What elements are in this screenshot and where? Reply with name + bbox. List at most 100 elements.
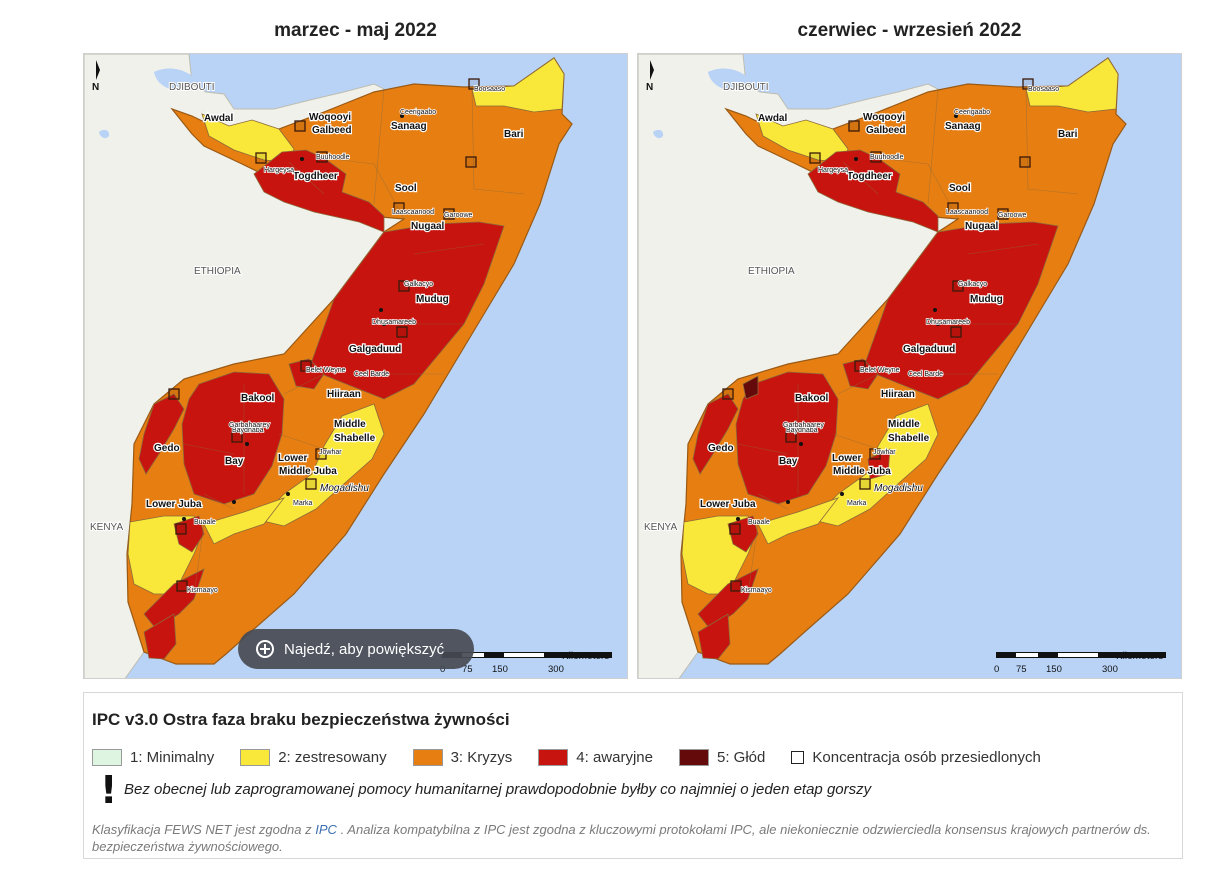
footnote-post: . Analiza kompatybilna z IPC jest zgodna…: [92, 822, 1151, 854]
city-label: Buuhoodle: [316, 154, 350, 161]
idp-square-icon: [175, 523, 187, 535]
city-label: Buuhoodle: [870, 154, 904, 161]
hiiraan-red: [842, 358, 879, 390]
lake: [653, 129, 664, 139]
region-label: Woqooyi: [863, 112, 905, 123]
idp-square-icon: [722, 388, 734, 400]
region-boundary: [203, 493, 235, 510]
city-dot: [286, 492, 290, 496]
region-label: Shabelle: [334, 433, 376, 444]
city-label: Dhusamareeb: [926, 319, 970, 326]
region-label: Nugaal: [965, 221, 999, 232]
scale-bar-segment: [1016, 653, 1038, 657]
idp-square-icon: [315, 448, 327, 460]
region-boundary: [967, 243, 1039, 255]
city-dot: [954, 114, 958, 118]
city-label: Belet Weyne: [306, 367, 346, 374]
idp-square-icon: [952, 280, 964, 292]
somalia-map-left: DJIBOUTI ETHIOPIA KENYA Awdal Woqooyi Galbeed…: [84, 54, 627, 678]
ipc-link[interactable]: IPC: [315, 822, 337, 837]
north-arrow-icon: [96, 60, 100, 80]
idp-square-icon: [300, 360, 312, 372]
region-label: Awdal: [204, 113, 233, 124]
city-label: Ceel Barde: [908, 371, 943, 378]
country-label: DJIBOUTI: [169, 82, 215, 93]
region-label: Lower Juba: [146, 499, 202, 510]
legend-item-idp: Koncentracja osób przesiedlonych: [791, 749, 1041, 766]
city-label: Hargeysa: [264, 167, 294, 174]
region-label: Sanaag: [391, 121, 427, 132]
legend-footnote: Klasyfikacja FEWS NET jest zgodna z IPC …: [92, 821, 1172, 855]
city-label: Jowhar: [319, 449, 342, 456]
city-label: Garoowe: [998, 212, 1027, 219]
region-label: Nugaal: [411, 221, 445, 232]
north-label: N: [646, 82, 653, 93]
region-boundary: [927, 88, 939, 205]
idp-square-icon: [947, 202, 959, 214]
idp-square-icon: [997, 208, 1009, 220]
kismaayo-red: [697, 568, 759, 630]
city-label: Galkacyo: [958, 281, 987, 288]
legend-label-phase-3: 3: Kryzys: [450, 749, 513, 766]
region-label: Sool: [949, 183, 971, 194]
scale-tick: 75: [462, 664, 473, 675]
middle-juba-red: [727, 515, 759, 553]
idp-square-icon: [809, 152, 821, 164]
city-label: Laascaanood: [946, 209, 988, 216]
city-label: Jowhar: [873, 449, 896, 456]
city-dot: [412, 210, 416, 214]
city-label: Buaale: [748, 519, 770, 526]
idp-square-icon: [168, 388, 180, 400]
idp-square-icon: [176, 580, 188, 592]
region-label: Gedo: [154, 443, 180, 454]
region-label: Middle: [334, 419, 366, 430]
city-label: Mogadishu: [874, 483, 923, 494]
region-label: Togdheer: [847, 171, 892, 182]
region-label: Mudug: [970, 294, 1003, 305]
region-label: Bari: [504, 129, 524, 140]
region-boundary: [837, 373, 879, 395]
idp-square-icon: [393, 202, 405, 214]
region-boundary: [413, 243, 485, 255]
region-label: Gedo: [708, 443, 734, 454]
legend-warning: ! Bez obecnej lub zaprogramowanej pomocy…: [100, 771, 871, 809]
scale-tick: 0: [994, 664, 999, 675]
region-label: Woqooyi: [309, 112, 351, 123]
city-dot: [182, 517, 186, 521]
city-label: Boosaaso: [1028, 86, 1059, 93]
juba-river-yellow: [757, 497, 840, 545]
idp-square-icon: [859, 478, 871, 490]
togdheer-red: [807, 149, 939, 233]
idp-square-icon: [465, 156, 477, 168]
region-label: Sool: [395, 183, 417, 194]
legend-item-phase-2: 2: zestresowany: [240, 749, 387, 766]
map-panel-left[interactable]: DJIBOUTI ETHIOPIA KENYA Awdal Woqooyi Galbeed…: [83, 53, 628, 679]
country-label: ETHIOPIA: [194, 266, 241, 277]
region-label: Hiiraan: [881, 389, 915, 400]
city-dot: [245, 442, 249, 446]
middle-juba-red: [173, 515, 205, 553]
region-boundary: [373, 88, 385, 205]
kismaayo-red: [143, 568, 205, 630]
map-panel-right[interactable]: DJIBOUTI ETHIOPIA KENYA Awdal Woqooyi Galbeed…: [637, 53, 1182, 679]
city-dot: [232, 500, 236, 504]
legend-label-phase-5: 5: Głód: [717, 749, 766, 766]
city-label: Kismaayo: [741, 587, 772, 594]
city-dot: [936, 322, 940, 326]
country-label: DJIBOUTI: [723, 82, 769, 93]
somalia-map-right: DJIBOUTI ETHIOPIA KENYA Awdal Woqooyi Galbeed…: [638, 54, 1181, 678]
juba-river-yellow: [203, 497, 286, 545]
region-label: Lower: [278, 453, 308, 464]
scale-bar-segment: [504, 653, 544, 657]
shabelle-yellow: [258, 403, 385, 527]
legend-items: 1: Minimalny 2: zestresowany 3: Kryzys 4…: [92, 749, 1067, 766]
city-dot: [840, 492, 844, 496]
region-label: Galgaduud: [903, 344, 955, 355]
map-title-left: marzec - maj 2022: [274, 20, 437, 41]
gulf-tadjoura: [154, 68, 194, 90]
zoom-hint-button[interactable]: Najedź, aby powiększyć: [238, 629, 474, 669]
scale-tick: 75: [1016, 664, 1027, 675]
city-dot: [400, 114, 404, 118]
city-dot: [933, 308, 937, 312]
zoom-hint-label: Najedź, aby powiększyć: [284, 640, 445, 658]
